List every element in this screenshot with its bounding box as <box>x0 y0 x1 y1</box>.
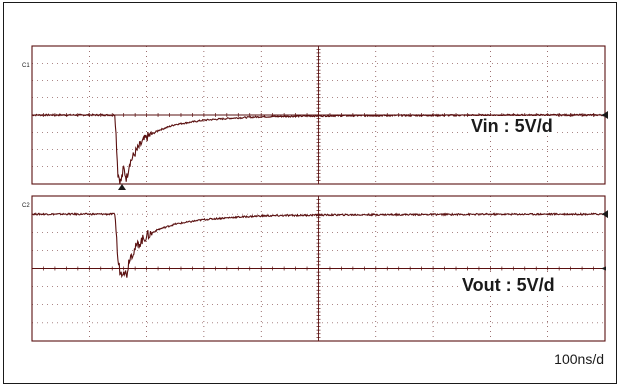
figure-frame <box>3 2 617 384</box>
level-marker <box>602 210 608 219</box>
trigger-marker <box>118 184 126 190</box>
vout-scale-label: Vout : 5V/d <box>459 275 558 295</box>
timebase-label: 100ns/d <box>554 351 604 367</box>
vout-panel <box>31 195 608 342</box>
ground-marker <box>601 113 606 117</box>
vin-panel <box>31 45 608 185</box>
ground-marker <box>601 266 606 271</box>
signal-trace <box>31 212 606 279</box>
channel-2-marker: C2 <box>22 203 30 209</box>
channel-1-marker: C1 <box>22 63 30 69</box>
signal-trace <box>31 113 606 185</box>
vin-scale-label: Vin : 5V/d <box>468 116 556 136</box>
